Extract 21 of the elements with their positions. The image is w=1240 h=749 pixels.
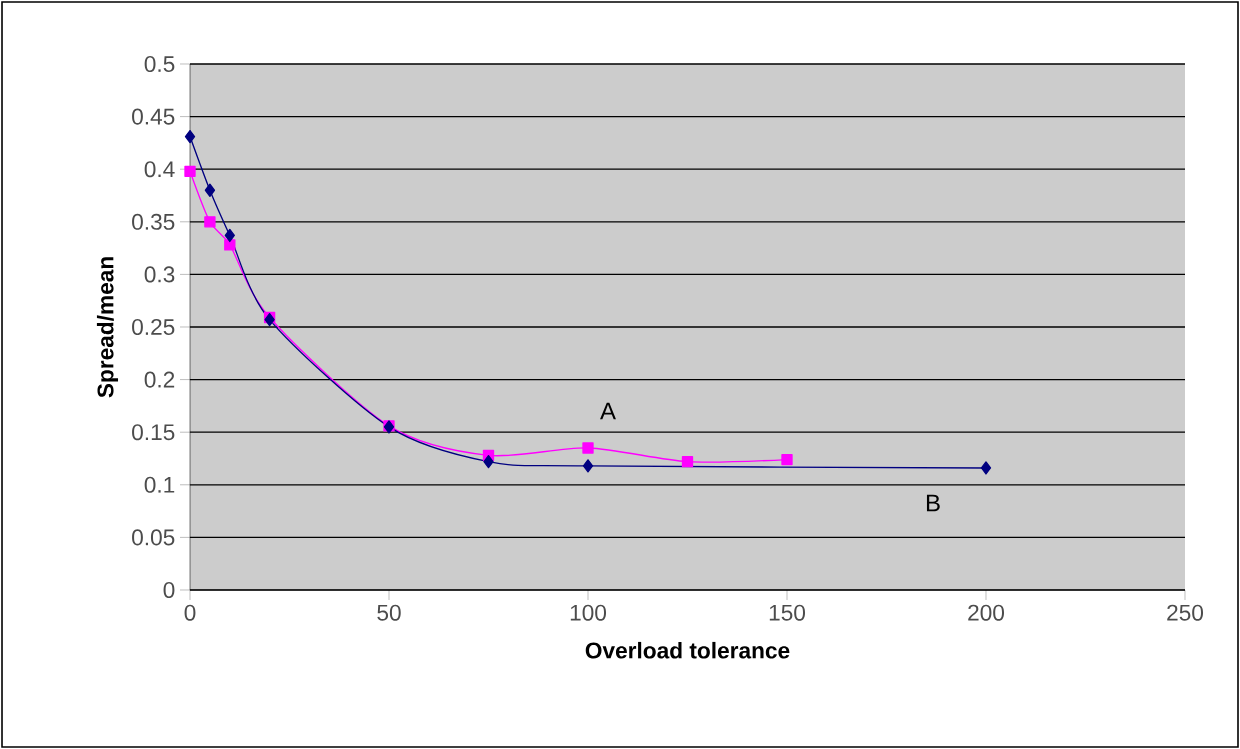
x-axis-title: Overload tolerance	[585, 641, 790, 659]
x-tick-label: 50	[377, 604, 401, 621]
y-axis-title: Spread/mean	[96, 257, 119, 398]
annotation: A	[600, 402, 616, 420]
y-tick-label: 0.3	[144, 266, 175, 283]
y-tick-label: 0.15	[132, 424, 175, 441]
y-tick-label: 0.45	[132, 108, 175, 125]
y-tick-label: 0.25	[132, 318, 175, 336]
y-tick-label: 0.4	[144, 161, 175, 178]
y-tick-label: 0.1	[144, 476, 175, 493]
x-tick-label: 100	[570, 604, 607, 621]
y-tick-label: 0.5	[144, 55, 175, 73]
x-tick-label: 0	[184, 604, 196, 621]
x-tick-label: 200	[968, 604, 1005, 621]
y-tick-label: 0.05	[132, 529, 175, 546]
x-tick-label: 250	[1167, 604, 1204, 621]
annotation: B	[926, 494, 940, 512]
y-tick-label: 0.35	[132, 213, 175, 230]
y-tick-label: 0.2	[144, 371, 175, 388]
y-tick-label: 0	[163, 581, 175, 599]
x-tick-label: 150	[769, 604, 806, 621]
